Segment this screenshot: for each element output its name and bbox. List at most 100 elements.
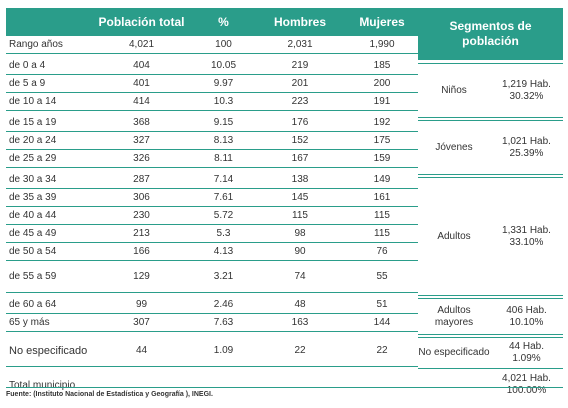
table-row: de 20 a 24 327 8.13 152 175 [6,132,418,150]
table-row: de 5 a 9 401 9.97 201 200 [6,75,418,93]
segment-value: 1,219 Hab. 30.32% [490,79,563,103]
row-women: 175 [373,135,391,146]
total-row: Total municipio [6,370,418,400]
segment-name: Adultos [437,230,471,242]
row-men: 152 [291,135,309,146]
row-label: de 55 a 59 [9,271,57,282]
table-row: de 50 a 54 166 4.13 90 76 [6,243,418,261]
table-row: de 10 a 14 414 10.3 223 191 [6,93,418,111]
table-row: de 25 a 29 326 8.11 167 159 [6,150,418,168]
table-row: No especificado 44 1.09 22 22 [6,335,418,367]
row-women: 76 [376,246,388,257]
row-percent: 7.63 [213,317,234,328]
table-row: de 30 a 34 287 7.14 138 149 [6,171,418,189]
segment-percent: 33.10% [509,236,544,248]
row-percent: 5.72 [213,210,234,221]
row-total: 414 [133,96,150,107]
row-men: 138 [291,174,309,185]
row-men: 223 [291,96,309,107]
segment-adultos-mayores: Adultos mayores 406 Hab. 10.10% [418,298,563,335]
row-label: de 30 a 34 [9,174,57,185]
segment-name: Niños [441,84,467,96]
row-label: de 0 a 4 [9,60,46,71]
row-percent: 10.3 [213,96,234,107]
segments-header-line1: Segmentos de [449,19,532,33]
table-row: de 0 a 4 404 10.05 219 185 [6,57,418,75]
segment-value: 44 Hab. 1.09% [490,341,563,365]
table-row: de 35 a 39 306 7.61 145 161 [6,189,418,207]
segment-percent: 30.32% [509,90,544,102]
row-women: 115 [374,210,390,221]
row-percent: 9.97 [213,78,234,89]
table-row: Rango años 4,021 100 2,031 1,990 [6,36,418,54]
row-total: 368 [133,117,150,128]
row-label: de 5 a 9 [9,78,46,89]
segment-percent: 25.39% [509,147,544,159]
segments-header-line2: población [462,34,519,48]
row-men: 98 [294,228,306,239]
row-men: 22 [294,345,306,356]
table-row: de 15 a 19 368 9.15 176 192 [6,114,418,132]
row-men: 48 [294,299,306,310]
row-men: 90 [294,246,306,257]
row-men: 176 [291,117,309,128]
row-men: 219 [291,60,309,71]
row-label: de 60 a 64 [9,299,57,310]
segment-count: 1,021 Hab. [502,135,551,147]
row-men: 201 [291,78,309,89]
row-total: 401 [133,78,150,89]
row-total: 230 [133,210,150,221]
row-label: de 50 a 54 [9,246,57,257]
row-men: 2,031 [287,39,313,50]
row-total: 129 [133,271,150,282]
total-count: 4,021 Hab. [502,373,551,384]
table-row: de 60 a 64 99 2.46 48 51 [6,296,418,314]
segment-jovenes: Jóvenes 1,021 Hab. 25.39% [418,120,563,175]
row-percent: 9.15 [213,117,234,128]
row-label: Rango años [9,39,63,50]
row-percent: 2.46 [213,299,234,310]
segment-count: 1,331 Hab. [502,224,551,236]
row-men: 74 [294,271,306,282]
row-label: 65 y más [9,317,50,328]
header-population: Población total [98,15,185,29]
segment-total: 4,021 Hab. 100.00% [418,371,563,399]
segment-value: 1,021 Hab. 25.39% [490,136,563,160]
row-women: 144 [373,317,391,328]
row-percent: 1.09 [213,345,234,356]
row-men: 145 [291,192,309,203]
segment-name: Jóvenes [435,141,473,153]
row-label: No especificado [9,344,88,357]
row-percent: 4.13 [213,246,234,257]
table-row: de 45 a 49 213 5.3 98 115 [6,225,418,243]
row-label: de 40 a 44 [9,210,57,221]
row-women: 55 [376,271,388,282]
source-note: Fuente: (Instituto Nacional de Estadísti… [6,391,213,398]
row-women: 22 [376,345,388,356]
row-total: 44 [135,345,148,356]
segment-percent: 10.10% [509,316,544,328]
table-row: 65 y más 307 7.63 163 144 [6,314,418,332]
row-percent: 8.11 [214,153,233,164]
row-total: 99 [135,299,148,310]
age-table: Población total % Hombres Mujeres Rango … [6,8,418,400]
row-total: 4,021 [128,39,155,50]
row-women: 159 [373,153,391,164]
row-label: de 10 a 14 [9,96,57,107]
row-percent: 3.21 [213,271,234,282]
table-header: Población total % Hombres Mujeres [6,8,418,36]
row-percent: 7.14 [213,174,234,185]
row-total: 306 [133,192,150,203]
row-women: 185 [373,60,391,71]
row-total: 166 [133,246,150,257]
row-women: 191 [373,96,391,107]
header-women: Mujeres [359,15,405,29]
row-women: 161 [373,192,391,203]
row-women: 149 [373,174,391,185]
header-men: Hombres [273,15,326,29]
segment-value: 4,021 Hab. 100.00% [490,373,563,397]
segment-name: Adultos mayores [434,304,474,328]
row-total: 326 [133,153,150,164]
row-women: 51 [376,299,388,310]
row-women: 115 [374,228,390,239]
